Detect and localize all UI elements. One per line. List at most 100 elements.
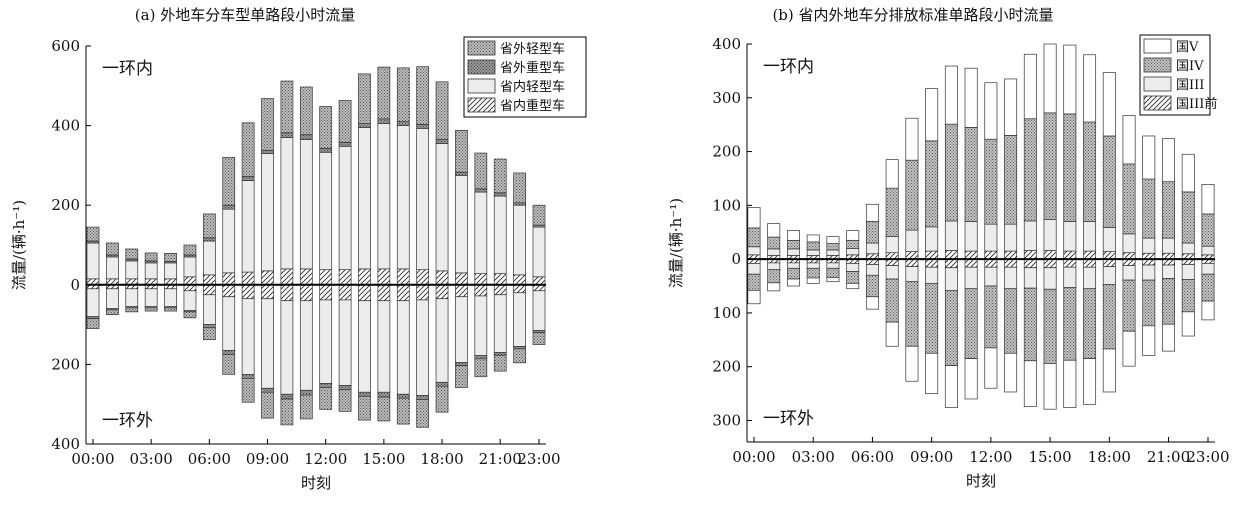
bar-segment-dots [1004,135,1018,225]
bar-segment-dots-dark [338,389,352,412]
legend-entry: 国V [1176,40,1199,55]
bar-segment-light [767,248,781,256]
bar-segment-light [846,248,860,256]
bar-segment-dots-dark [416,66,430,125]
bar-segment-light [905,229,919,252]
chart-panel-a: (a) 外地车分车型单路段小时流量 600 400 200 0 200 400 00:00 03… [0,0,623,503]
legend-swatch [467,97,496,113]
bar-segment-dots [885,278,899,323]
bar-segment-white [1063,44,1077,115]
bar-segment-dots [1083,121,1097,222]
bar-segment-dots-mid [222,204,236,210]
bar-segment-light [493,294,507,353]
bar-segment-dots [1023,287,1037,362]
bar-segment-dots-dark [532,332,546,345]
bar-segment-dots-dark [106,242,119,256]
bar-segment-hatch [493,273,507,286]
bar-segment-dots [1181,191,1195,244]
bar-segment-hatch [396,284,410,302]
region-label-upper: 一环内 [102,59,153,79]
bar-segment-white [1023,53,1037,120]
bar-segment-hatch [474,273,488,286]
bar-segment-light [164,288,177,308]
bar-segment-light [1004,223,1018,252]
bar-segment-light [747,263,761,275]
bar-segment-hatch [964,258,978,268]
bar-segment-dots [1102,135,1116,228]
bar-segment-dots-mid [338,385,352,390]
bar-segment-light [846,263,860,272]
y-tick-label: 0 [731,250,741,268]
bar-segment-light [944,220,958,251]
x-tick-label: 06:00 [188,450,231,468]
bar-segment-white [905,345,919,382]
bar-segment-light [144,262,158,280]
bar-segment-hatch [1063,250,1077,260]
x-tick-label: 21:00 [1147,448,1190,466]
bar-segment-light [1102,266,1116,285]
bar-segment-light [1142,237,1156,254]
bar-segment-dots [905,281,919,347]
bar-segment-hatch [905,251,919,260]
bar-segment-hatch [474,284,488,297]
bar-segment-hatch [396,268,410,286]
bar-segment-dots [905,159,919,231]
bar-segment-dots-dark [513,172,526,204]
bar-segment-white [905,117,919,161]
bar-segment-white [964,358,978,400]
bar-segment-hatch [299,268,313,286]
bar-segment-white [747,207,761,229]
chart-b: (b) 省内外地车分排放标准单路段小时流量 400 300 200 100 0 100 200… [667,6,1230,490]
y-tick-label: 200 [712,358,741,376]
bar-segment-dots-mid [396,393,410,399]
bar-segment-white [826,277,840,283]
bar-segment-white [767,223,781,238]
bar-segment-dots-mid [280,132,294,138]
bar-segment-dots-dark [125,248,139,260]
region-label-lower: 一环外 [102,411,153,431]
bar-segment-dots-mid [358,391,371,397]
x-tick-label: 03:00 [792,448,835,466]
bar-segment-light [493,195,507,275]
bar-segment-white [1023,360,1037,407]
x-tick-label: 23:00 [517,450,560,468]
bar-segment-light [747,246,761,256]
x-tick-label: 12:00 [304,450,347,468]
bar-segment-hatch [299,284,313,302]
bar-segment-dots-dark [125,307,139,313]
x-tick-label: 15:00 [362,450,405,468]
bar-segment-white [846,230,860,241]
bar-segment-dots [1201,213,1215,247]
bar-segment-dots-mid [261,387,274,393]
bar-segment-light [826,249,840,256]
bar-segment-dots-mid [513,346,526,350]
y-tick-label: 300 [712,411,741,429]
bar-segment-light [261,298,274,389]
bar-segment-dots-dark [319,106,333,149]
bar-segment-light [338,299,352,386]
bar-segment-dots-dark [474,152,488,190]
bar-segment-dots-dark [455,365,468,388]
bar-segment-light [299,300,313,391]
bar-segment-dots-dark [202,213,216,239]
legend-entry: 国IV [1176,59,1204,74]
legend-entry: 国III [1176,78,1204,93]
bar-segment-white [964,67,978,128]
bar-segment-hatch [1102,258,1116,268]
bar-segment-hatch [984,250,998,260]
bar-segment-white [885,159,899,189]
legend-swatch [467,78,496,94]
bar-segment-light [183,290,197,312]
bar-segment-hatch [1063,258,1077,268]
bar-segment-light [86,242,100,280]
bar-segment-light [319,299,333,384]
y-axis-label: 流量/(辆·h⁻¹) [10,200,28,290]
bar-segment-hatch [493,284,507,296]
bar-segment-light [280,300,294,395]
bar-segment-dots [1162,278,1175,325]
legend-entry: 省内重型车 [500,98,565,114]
bar-segment-white [1083,54,1097,123]
bar-segment-light [144,288,158,308]
bar-segment-light [1004,266,1018,290]
